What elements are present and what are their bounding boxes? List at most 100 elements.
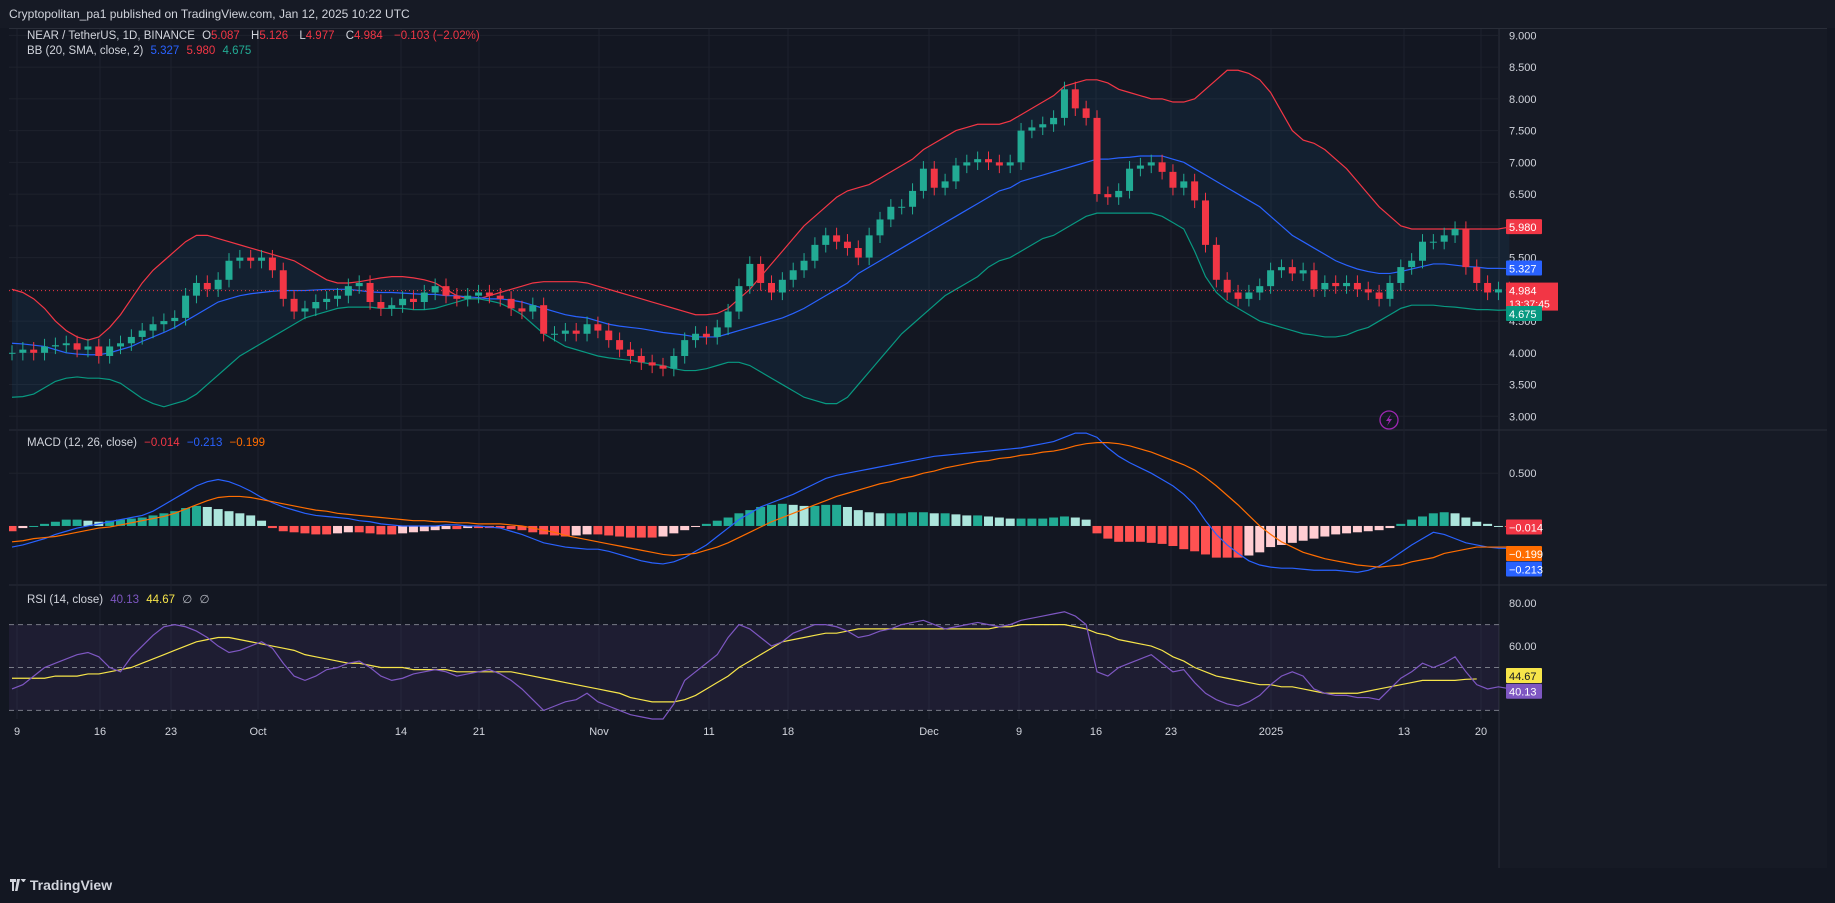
x-tick-label: Oct <box>249 726 266 738</box>
macd-hist-bar <box>1081 519 1091 526</box>
macd-hist-bar <box>376 525 386 535</box>
macd-hist-bar <box>137 517 147 526</box>
candle <box>355 282 363 287</box>
macd-hist-bar <box>430 525 440 531</box>
candle <box>843 241 851 249</box>
x-tick-label: 23 <box>1165 726 1177 738</box>
high-value: 5.126 <box>259 30 289 42</box>
bb-basis-value: 5.327 <box>150 45 180 57</box>
candle <box>127 336 135 344</box>
macd-hist-bar <box>940 513 950 526</box>
candle <box>95 346 103 356</box>
macd-hist-bar <box>1027 518 1037 526</box>
candle <box>811 244 819 261</box>
candle <box>1408 260 1416 268</box>
macd-hist-bar <box>604 525 614 536</box>
macd-label: MACD (12, 26, close) <box>27 437 137 449</box>
price-legend: NEAR / TetherUS, 1D, BINANCE O5.087 H5.1… <box>27 30 484 42</box>
candle <box>1429 241 1437 243</box>
macd-hist-bar <box>1125 525 1135 542</box>
candle <box>909 190 917 207</box>
change-value: −0.103 (−2.02%) <box>394 30 480 42</box>
upper-band-badge-bg <box>1506 219 1542 235</box>
macd-hist-bar <box>300 525 310 534</box>
chart-canvas[interactable]: 9 16 23 Oct 14 21 Nov 11 18 Dec 9 16 23 2025 13 20 9.000… <box>9 29 1827 869</box>
macd-legend: MACD (12, 26, close) −0.014 −0.213 −0.19… <box>27 437 269 449</box>
y-tick-label: 60.00 <box>1509 641 1537 653</box>
y-tick-label: 0.500 <box>1509 468 1537 480</box>
macd-hist-bar <box>918 512 928 526</box>
macd-hist-bar <box>1016 518 1026 526</box>
macd-hist-bar <box>191 505 201 526</box>
candle <box>388 305 396 309</box>
macd-hist-bar <box>864 512 874 526</box>
close-value: 4.984 <box>354 30 383 42</box>
candle <box>670 355 678 369</box>
candle <box>648 362 656 366</box>
candle <box>692 333 700 341</box>
basis-badge-bg <box>1506 260 1542 276</box>
x-tick-label: 23 <box>165 726 177 738</box>
candle <box>898 206 906 208</box>
plot-area <box>9 29 1499 869</box>
macd-hist-bar <box>788 504 798 526</box>
publish-info: Cryptopolitan_pa1 published on TradingVi… <box>9 7 410 21</box>
brand-name: TradingView <box>29 877 113 893</box>
candle <box>713 327 721 337</box>
candle <box>1202 200 1209 245</box>
macd-hist-bar <box>1363 525 1373 532</box>
candle <box>442 286 450 296</box>
macd-hist-bar <box>973 515 983 526</box>
macd-hist-bar <box>1146 525 1156 543</box>
candle <box>1060 89 1068 118</box>
candle <box>1212 244 1220 280</box>
macd-hist-bar <box>1233 525 1243 558</box>
macd-hist-bar <box>756 506 766 526</box>
candle <box>1039 124 1047 128</box>
macd-hist-bar <box>821 504 831 526</box>
macd-hist-bar <box>181 508 191 526</box>
macd-hist-bar <box>767 504 776 526</box>
macd-hist-bar <box>571 525 581 536</box>
candle <box>334 295 341 299</box>
macd-hist-bar <box>1320 525 1330 537</box>
candle <box>431 286 439 293</box>
macd-hist-bar <box>213 509 223 526</box>
macd-signal-badge-bg <box>1506 545 1542 561</box>
bb-basis-line <box>11 155 1510 356</box>
rsi-badge: 40.13 <box>1509 687 1537 699</box>
macd-hist-bar <box>506 525 516 530</box>
chart-frame[interactable]: 9 16 23 Oct 14 21 Nov 11 18 Dec 9 16 23 2025 13 20 9.000… <box>9 28 1827 870</box>
macd-hist-bar <box>1298 525 1308 541</box>
candle <box>735 286 743 312</box>
candle <box>312 302 320 309</box>
candle <box>1375 292 1383 299</box>
candle <box>1299 270 1307 274</box>
macd-hist-bar <box>267 525 277 529</box>
macd-hist-bar <box>777 503 787 526</box>
candle <box>1277 267 1285 271</box>
macd-hist-value: −0.014 <box>144 437 180 449</box>
macd-hist-bar <box>495 525 505 529</box>
candle <box>1364 289 1372 293</box>
candle <box>377 302 385 309</box>
macd-hist-bar <box>832 504 842 526</box>
candle <box>1288 267 1296 274</box>
macd-hist-bar <box>1135 525 1145 542</box>
candle <box>409 298 417 303</box>
macd-hist-bar <box>61 519 71 526</box>
y-tick-label: 7.000 <box>1509 157 1537 169</box>
macd-hist-bar <box>1450 513 1460 526</box>
macd-hist-bar <box>582 525 592 535</box>
candle <box>323 298 331 303</box>
macd-hist-bar <box>1179 525 1189 550</box>
y-tick-label: 9.000 <box>1509 30 1537 42</box>
candle <box>1473 267 1481 283</box>
macd-hist-bar <box>354 525 364 533</box>
candle <box>800 260 808 271</box>
bb-band-fill <box>12 70 1510 407</box>
tradingview-logo[interactable]: TradingView <box>10 877 112 893</box>
candle <box>605 330 613 341</box>
macd-hist-bar <box>257 520 267 526</box>
candle <box>941 181 949 188</box>
